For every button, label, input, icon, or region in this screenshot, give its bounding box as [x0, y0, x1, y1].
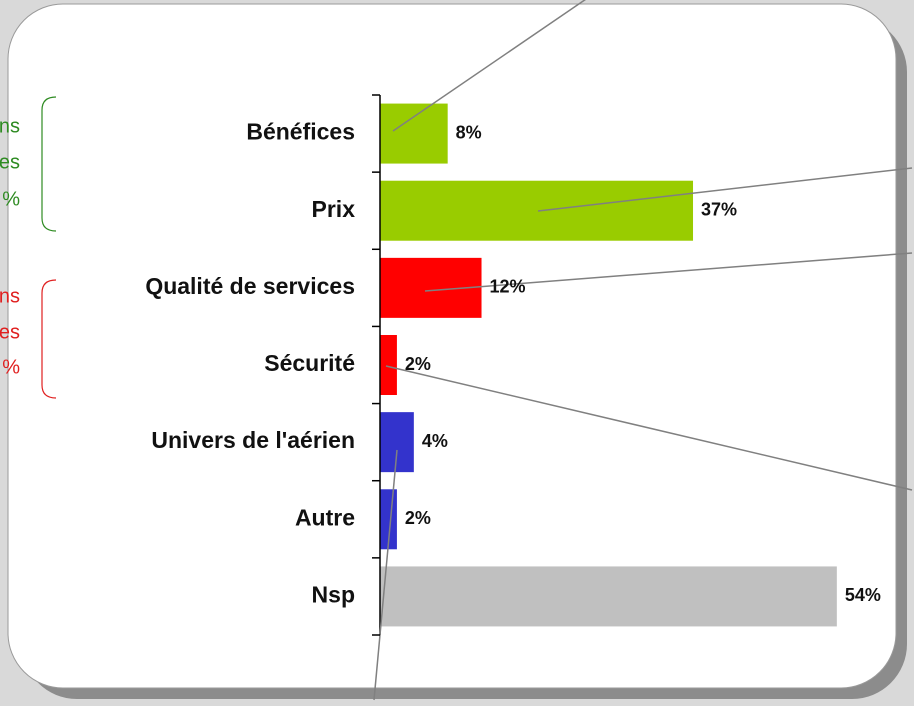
bar [380, 412, 414, 473]
bar [380, 103, 448, 164]
category-label: Sécurité [264, 350, 355, 376]
callout-lines [373, 0, 913, 701]
value-label: 8% [456, 122, 482, 142]
category-label: Bénéfices [246, 119, 355, 145]
value-label: 37% [701, 199, 737, 219]
bar [380, 180, 694, 241]
category-label: Nsp [312, 582, 355, 608]
group-label: es [0, 151, 20, 173]
value-label: 54% [845, 585, 881, 605]
value-label: 4% [422, 431, 448, 451]
group-label: % [2, 188, 20, 210]
value-label: 2% [405, 354, 431, 374]
group-label: ns [0, 285, 20, 307]
category-label: Autre [295, 504, 355, 530]
value-label: 2% [405, 508, 431, 528]
group-bracket [41, 279, 57, 399]
group-bracket [41, 96, 57, 232]
category-label: Univers de l'aérien [151, 427, 355, 453]
bars [380, 103, 837, 627]
group-label: ns [0, 115, 20, 137]
panel [7, 3, 897, 689]
bar [380, 335, 397, 395]
value-label: 12% [490, 277, 526, 297]
group-label: es [0, 321, 20, 343]
category-label: Prix [312, 196, 356, 222]
group-label: % [2, 356, 20, 378]
bar [380, 566, 837, 627]
category-label: Qualité de services [145, 273, 355, 299]
